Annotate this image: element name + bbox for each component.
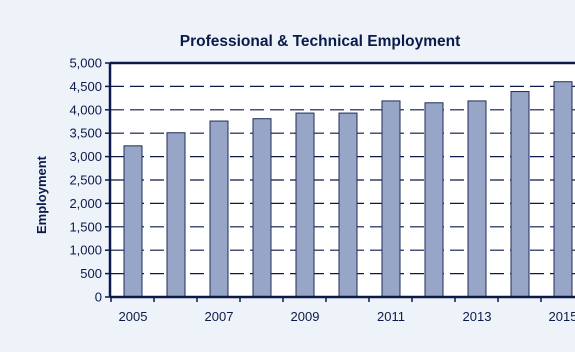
- bar-2008: [252, 118, 272, 298]
- x-tick-label: 2005: [119, 309, 148, 324]
- y-tick-label: 2,000: [69, 196, 102, 211]
- bar-2005: [123, 145, 143, 298]
- axes: [105, 61, 575, 302]
- y-tick-label: 4,000: [69, 102, 102, 117]
- chart-title: Professional & Technical Employment: [180, 33, 461, 50]
- y-tick-label: 1,000: [69, 243, 102, 258]
- y-tick-label: 500: [80, 266, 102, 281]
- bar-2009: [295, 112, 315, 298]
- y-tick-label: 0: [95, 290, 102, 305]
- x-tick-label: 2015: [549, 309, 575, 324]
- y-tick-label: 1,500: [69, 219, 102, 234]
- x-tick-label: 2009: [291, 309, 320, 324]
- bar-2007: [209, 120, 229, 298]
- y-tick-label: 2,500: [69, 173, 102, 188]
- bar-2011: [381, 100, 401, 298]
- bar-2006: [166, 132, 186, 298]
- bar-2012: [424, 102, 444, 298]
- x-tick-label: 2013: [463, 309, 492, 324]
- y-tick-label: 3,500: [69, 126, 102, 141]
- bars: [123, 81, 573, 298]
- x-tick-label: 2011: [377, 309, 405, 324]
- y-tick-label: 5,000: [69, 56, 102, 71]
- bar-2013: [467, 100, 487, 298]
- y-tick-labels: 0 500 1,000 1,500 2,000 2,500 3,000 3,500 4,000 4…: [69, 56, 102, 305]
- x-tick-label: 2007: [205, 309, 234, 324]
- y-tick-label: 3,000: [69, 149, 102, 164]
- bar-2010: [338, 112, 358, 298]
- bar-2014: [510, 91, 530, 298]
- y-axis-label: Employment: [34, 155, 49, 234]
- x-tick-labels: 2005 2007 2009 2011 2013 2015: [119, 309, 575, 324]
- bar-2015: [553, 81, 573, 298]
- y-tick-label: 4,500: [69, 79, 102, 94]
